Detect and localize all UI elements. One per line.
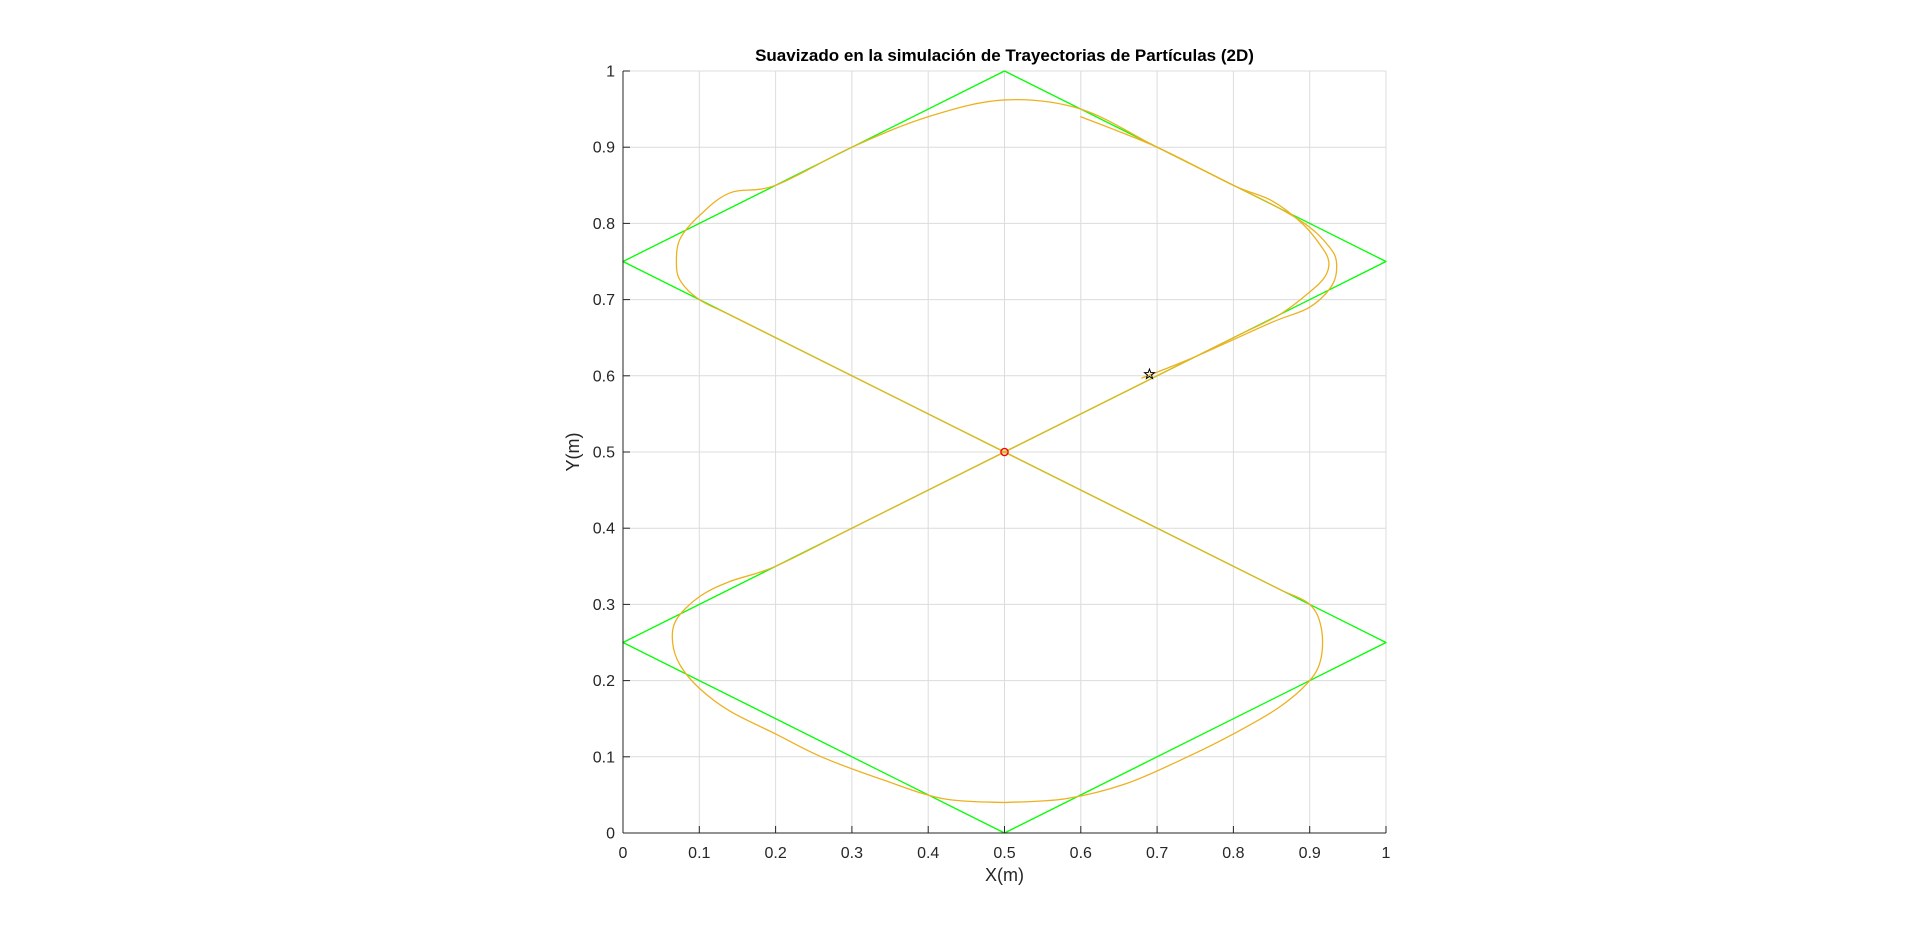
y-axis-label: Y(m) — [563, 433, 583, 472]
y-axis-ticks: 0 0.1 0.2 0.3 0.4 0.5 0.6 0.7 0.8 0.9 1 — [593, 64, 630, 843]
data-markers — [1000, 367, 1156, 457]
y-tick-label: 0.5 — [593, 445, 615, 462]
y-tick-label: 0.9 — [593, 140, 615, 157]
smoothed-path-line — [671, 116, 1330, 804]
y-tick-label: 0.2 — [593, 673, 615, 690]
x-tick-label: 0.1 — [688, 845, 710, 862]
x-tick-label: 0.5 — [993, 845, 1015, 862]
x-axis-label: X(m) — [985, 865, 1024, 885]
plot-area: 0 0.1 0.2 0.3 0.4 0.5 0.6 0.7 0.8 0.9 1 0 0.1 0.2 0.3… — [593, 64, 1391, 863]
x-tick-label: 0.8 — [1222, 845, 1244, 862]
x-tick-label: 0.3 — [841, 845, 863, 862]
current-point-marker — [1143, 367, 1156, 380]
x-tick-label: 1 — [1382, 845, 1391, 862]
x-tick-label: 0.7 — [1146, 845, 1168, 862]
smoothed-path-line — [675, 99, 1338, 804]
y-tick-label: 0.6 — [593, 368, 615, 385]
x-tick-label: 0.9 — [1299, 845, 1321, 862]
chart-title: Suavizado en la simulación de Trayectori… — [755, 46, 1254, 65]
y-tick-label: 0.8 — [593, 216, 615, 233]
y-tick-label: 0.4 — [593, 521, 615, 538]
x-tick-label: 0.2 — [764, 845, 786, 862]
y-tick-label: 0.1 — [593, 749, 615, 766]
y-tick-label: 1 — [606, 64, 615, 81]
x-tick-label: 0.4 — [917, 845, 939, 862]
y-tick-label: 0.7 — [593, 292, 615, 309]
y-tick-label: 0 — [606, 826, 615, 843]
x-axis-ticks: 0 0.1 0.2 0.3 0.4 0.5 0.6 0.7 0.8 0.9 1 — [619, 826, 1391, 862]
start-point-marker — [1000, 447, 1009, 457]
x-tick-label: 0 — [619, 845, 628, 862]
x-tick-label: 0.6 — [1070, 845, 1092, 862]
y-tick-label: 0.3 — [593, 597, 615, 614]
